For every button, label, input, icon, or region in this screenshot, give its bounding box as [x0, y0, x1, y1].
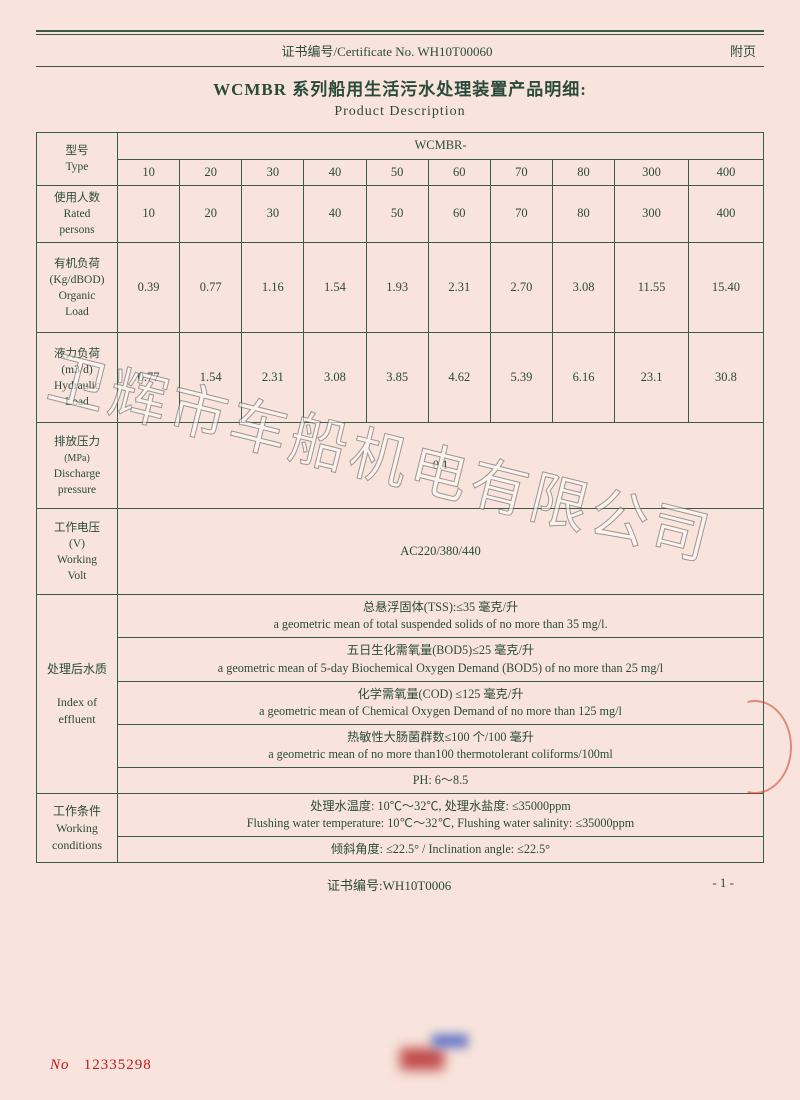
label-discharge: 排放压力 (MPa) Discharge pressure	[37, 423, 118, 509]
conditions-incline: 倾斜角度: ≤22.5° / Inclination angle: ≤22.5°	[118, 837, 764, 863]
certificate-header: 证书编号/Certificate No. WH10T00060 附页	[36, 39, 764, 67]
row-organic: 有机负荷 (Kg/dBOD) Organic Load 0.390.77 1.1…	[37, 243, 764, 333]
effluent-cod: 化学需氧量(COD) ≤125 毫克/升 a geometric mean of…	[118, 681, 764, 724]
row-effluent-5: PH: 6～8.5	[37, 767, 764, 793]
effluent-tss: 总悬浮固体(TSS):≤35 毫克/升 a geometric mean of …	[118, 595, 764, 638]
label-persons: 使用人数 Rated persons	[37, 186, 118, 243]
col-20: 20	[180, 159, 242, 186]
col-40: 40	[304, 159, 366, 186]
title-cn: WCMBR 系列船用生活污水处理装置产品明细:	[36, 75, 764, 100]
top-rule	[36, 30, 764, 35]
row-effluent-4: 热敏性大肠菌群数≤100 个/100 毫升 a geometric mean o…	[37, 724, 764, 767]
col-10: 10	[118, 159, 180, 186]
col-300: 300	[615, 159, 689, 186]
row-conditions-1: 工作条件 Working conditions 处理水温度: 10℃～32℃, …	[37, 793, 764, 836]
cert-label: 证书编号/Certificate No.	[282, 44, 415, 59]
redaction-blur	[400, 1048, 444, 1070]
cert-no: 证书编号/Certificate No. WH10T00060	[44, 41, 730, 60]
row-conditions-2: 倾斜角度: ≤22.5° / Inclination angle: ≤22.5°	[37, 837, 764, 863]
footer-cert: 证书编号:WH10T0006	[327, 875, 451, 894]
label-voltage: 工作电压 (V) Working Volt	[37, 509, 118, 595]
label-type: 型号 Type	[37, 133, 118, 186]
effluent-bod5: 五日生化需氧量(BOD5)≤25 毫克/升 a geometric mean o…	[118, 638, 764, 681]
col-400: 400	[688, 159, 763, 186]
row-persons: 使用人数 Rated persons 1020 3040 5060 7080 3…	[37, 186, 764, 243]
row-discharge: 排放压力 (MPa) Discharge pressure 0.1	[37, 423, 764, 509]
attach-label: 附页	[730, 41, 756, 60]
spec-table: 型号 Type WCMBR- 10 20 30 40 50 60 70 80 3…	[36, 132, 764, 863]
effluent-coliform: 热敏性大肠菌群数≤100 个/100 毫升 a geometric mean o…	[118, 724, 764, 767]
redaction-blur	[432, 1034, 468, 1048]
col-60: 60	[428, 159, 490, 186]
row-effluent-3: 化学需氧量(COD) ≤125 毫克/升 a geometric mean of…	[37, 681, 764, 724]
label-effluent: 处理后水质 Index of effluent	[37, 595, 118, 794]
cert-number: WH10T00060	[417, 44, 492, 59]
row-effluent-1: 处理后水质 Index of effluent 总悬浮固体(TSS):≤35 毫…	[37, 595, 764, 638]
label-hydraulic: 液力负荷 (m3/d) Hydraulic Load	[37, 333, 118, 423]
col-80: 80	[552, 159, 614, 186]
effluent-ph: PH: 6～8.5	[118, 767, 764, 793]
footer-page: - 1 -	[712, 875, 734, 894]
row-type-values: 10 20 30 40 50 60 70 80 300 400	[37, 159, 764, 186]
title-block: WCMBR 系列船用生活污水处理装置产品明细: Product Descript…	[36, 67, 764, 132]
col-30: 30	[242, 159, 304, 186]
certificate-page: 证书编号/Certificate No. WH10T00060 附页 WCMBR…	[0, 0, 800, 1100]
row-voltage: 工作电压 (V) Working Volt AC220/380/440	[37, 509, 764, 595]
label-organic: 有机负荷 (Kg/dBOD) Organic Load	[37, 243, 118, 333]
conditions-temp: 处理水温度: 10℃～32℃, 处理水盐度: ≤35000ppm Flushin…	[118, 793, 764, 836]
discharge-value: 0.1	[118, 423, 764, 509]
voltage-value: AC220/380/440	[118, 509, 764, 595]
col-50: 50	[366, 159, 428, 186]
model-prefix: WCMBR-	[118, 133, 764, 160]
label-conditions: 工作条件 Working conditions	[37, 793, 118, 862]
footer: 证书编号:WH10T0006 - 1 -	[36, 863, 764, 894]
row-type-header: 型号 Type WCMBR-	[37, 133, 764, 160]
serial-number: No 12335298	[50, 1057, 152, 1074]
title-en: Product Description	[36, 104, 764, 120]
row-effluent-2: 五日生化需氧量(BOD5)≤25 毫克/升 a geometric mean o…	[37, 638, 764, 681]
row-hydraulic: 液力负荷 (m3/d) Hydraulic Load 0.771.54 2.31…	[37, 333, 764, 423]
col-70: 70	[490, 159, 552, 186]
